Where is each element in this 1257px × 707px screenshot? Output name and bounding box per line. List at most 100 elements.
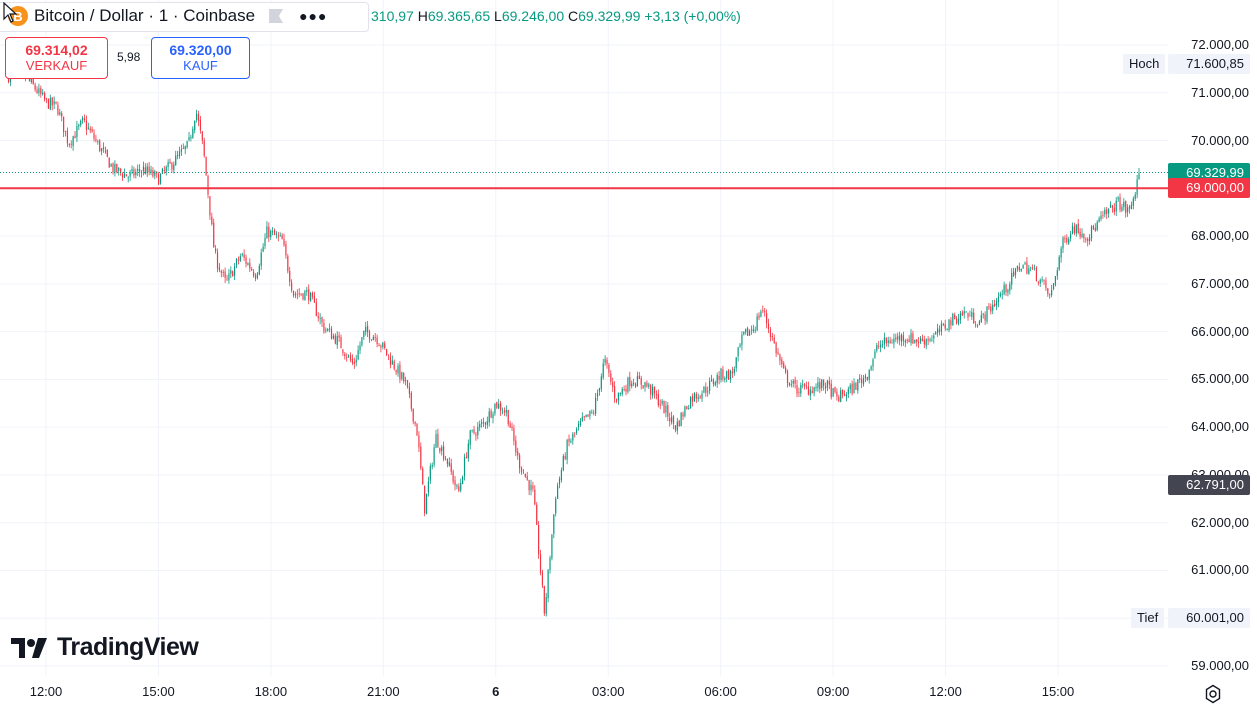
candle-455: [872, 357, 874, 371]
flag-icon[interactable]: [269, 9, 284, 23]
candle-568: [1087, 237, 1089, 247]
candle-317: [610, 370, 612, 385]
candle-387: [743, 331, 745, 336]
candle-410: [786, 369, 789, 388]
candle-505: [967, 312, 969, 321]
candle-228: [441, 444, 443, 456]
candle-147: [287, 253, 289, 274]
candle-563: [1077, 218, 1079, 235]
candle-94: [186, 140, 188, 149]
candle-442: [847, 386, 849, 399]
candle-319: [614, 381, 616, 403]
candle-278: [536, 502, 538, 526]
candle-39: [82, 116, 84, 124]
candle-474: [908, 335, 910, 343]
candle-465: [891, 338, 893, 344]
candle-234: [452, 469, 454, 485]
high-value-tag: 71.600,85: [1168, 54, 1250, 75]
candle-93: [184, 145, 186, 155]
candle-198: [384, 341, 386, 350]
time-tick-label: 06:00: [704, 684, 737, 699]
candle-311: [598, 387, 601, 396]
candle-287: [553, 513, 555, 539]
candle-497: [952, 312, 954, 326]
candle-534: [1022, 264, 1024, 269]
candle-463: [887, 336, 889, 348]
tradingview-wordmark: TradingView: [57, 633, 199, 661]
candle-187: [363, 330, 365, 340]
candle-133: [260, 248, 262, 270]
candle-40: [83, 114, 86, 123]
price-tick-label: 64.000,00: [1191, 419, 1249, 435]
candle-102: [201, 131, 203, 145]
candle-224: [433, 443, 435, 468]
tradingview-logo[interactable]: TradingView: [11, 633, 199, 662]
candle-374: [718, 370, 720, 385]
candle-81: [161, 167, 164, 175]
candle-131: [256, 272, 259, 280]
candle-414: [794, 376, 796, 389]
candle-543: [1039, 278, 1041, 287]
candle-542: [1037, 281, 1039, 286]
candle-273: [526, 471, 528, 481]
candle-365: [701, 390, 703, 403]
candle-184: [357, 345, 359, 361]
candle-307: [591, 409, 593, 414]
candle-195: [378, 342, 380, 347]
ohlc-low-label: L: [494, 8, 502, 24]
candle-451: [864, 373, 867, 383]
more-dots-icon[interactable]: ●●●: [299, 8, 328, 24]
candle-306: [589, 410, 591, 420]
candle-245: [473, 425, 475, 435]
time-tick-label: 15:00: [1041, 684, 1075, 699]
candle-432: [828, 376, 830, 390]
candle-75: [150, 165, 152, 176]
candle-357: [686, 405, 688, 410]
candle-576: [1102, 210, 1104, 219]
candle-154: [300, 293, 302, 297]
candle-325: [625, 384, 627, 396]
alert-price-tag[interactable]: 69.000,00: [1168, 178, 1250, 199]
candle-303: [583, 415, 585, 421]
candle-284: [547, 569, 549, 603]
candle-502: [961, 310, 963, 316]
candle-560: [1071, 222, 1074, 235]
candle-595: [1138, 168, 1140, 180]
candle-27: [59, 108, 61, 116]
candle-248: [479, 420, 481, 432]
price-tick-label: 61.000,00: [1191, 562, 1249, 578]
candle-471: [902, 331, 905, 346]
symbol-header[interactable]: B Bitcoin / Dollar · 1 · Coinbase ●●●: [0, 0, 327, 32]
candle-530: [1014, 267, 1017, 279]
candle-97: [192, 126, 194, 139]
candle-449: [861, 374, 863, 389]
candle-295: [568, 434, 570, 447]
candle-593: [1134, 191, 1136, 202]
gear-icon[interactable]: [1203, 684, 1223, 704]
candle-347: [667, 402, 669, 421]
candle-532: [1018, 262, 1020, 272]
candle-115: [226, 274, 228, 282]
candle-522: [999, 291, 1001, 298]
buy-button[interactable]: 69.320,00 KAUF: [151, 37, 250, 79]
high-label: Hoch: [1123, 54, 1166, 75]
candle-139: [272, 227, 274, 236]
time-tick-label: 12:00: [929, 684, 962, 699]
candle-20: [45, 97, 48, 104]
candle-398: [764, 307, 766, 317]
sell-price: 69.314,02: [25, 42, 88, 58]
candle-98: [194, 120, 196, 134]
candle-59: [120, 167, 122, 176]
candle-567: [1085, 237, 1087, 243]
sell-button[interactable]: 69.314,02 VERKAUF: [5, 37, 108, 79]
candle-163: [317, 312, 319, 322]
candle-538: [1030, 266, 1032, 272]
symbol-header-box[interactable]: [0, 2, 369, 32]
chart-grid: [0, 0, 1168, 676]
candle-23: [51, 97, 53, 111]
candle-66: [133, 166, 135, 179]
candle-431: [826, 379, 829, 392]
candle-217: [420, 442, 422, 471]
candle-500: [957, 313, 960, 326]
